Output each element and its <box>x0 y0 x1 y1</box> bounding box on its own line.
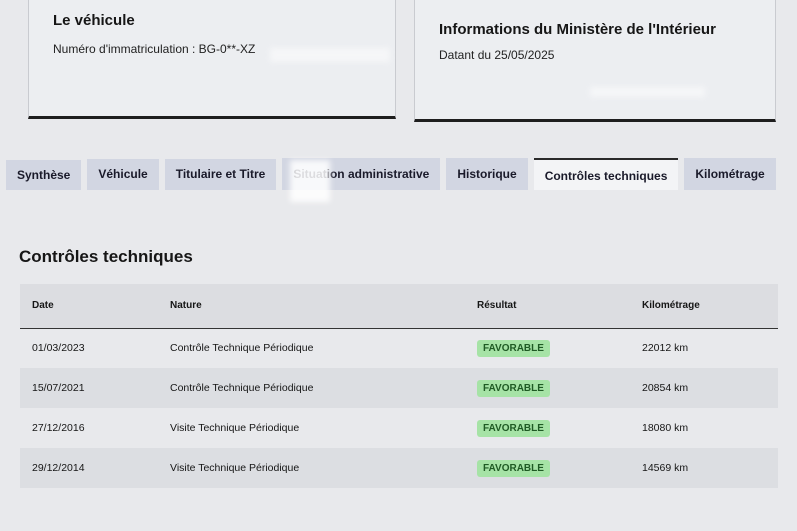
tab-controles-techniques[interactable]: Contrôles techniques <box>533 158 679 190</box>
result-badge: FAVORABLE <box>477 340 550 358</box>
tab-titulaire[interactable]: Titulaire et Titre <box>164 159 277 190</box>
table-row: 15/07/2021 Contrôle Technique Périodique… <box>20 368 778 408</box>
section-title: Contrôles techniques <box>19 247 193 266</box>
cell-nature: Contrôle Technique Périodique <box>170 342 314 355</box>
cell-nature: Contrôle Technique Périodique <box>170 368 477 408</box>
cell-mileage: 14569 km <box>642 448 778 488</box>
tab-kilometrage[interactable]: Kilométrage <box>684 158 776 190</box>
tab-synthese[interactable]: Synthèse <box>6 160 82 190</box>
cell-mileage: 18080 km <box>642 422 689 434</box>
cell-date: 27/12/2016 <box>32 422 85 434</box>
vehicle-card-title: Le véhicule <box>53 12 135 29</box>
column-header-mileage: Kilométrage <box>642 284 778 329</box>
ministry-date: Datant du 25/05/2025 <box>439 48 555 62</box>
result-badge: FAVORABLE <box>477 380 550 397</box>
result-badge: FAVORABLE <box>477 420 550 437</box>
cell-date: 15/07/2021 <box>20 368 170 408</box>
technical-controls-table: Date Nature Résultat Kilométrage 01/03/2… <box>20 284 778 488</box>
cell-nature: Visite Technique Périodique <box>170 448 477 488</box>
table-row: 27/12/2016 Visite Technique Périodique F… <box>20 408 778 448</box>
screen-glare <box>270 48 390 62</box>
ministry-card-title: Informations du Ministère de l'Intérieur <box>439 21 716 38</box>
table-row: 29/12/2014 Visite Technique Périodique F… <box>20 448 778 488</box>
cell-date: 29/12/2014 <box>20 448 170 488</box>
ministry-card: Informations du Ministère de l'Intérieur… <box>414 0 776 122</box>
cell-mileage: 22012 km <box>642 342 689 355</box>
column-header-date: Date <box>20 284 170 329</box>
cell-date: 01/03/2023 <box>32 342 85 355</box>
cell-nature: Visite Technique Périodique <box>170 422 300 434</box>
column-header-result: Résultat <box>477 284 642 329</box>
tab-vehicule[interactable]: Véhicule <box>87 159 159 190</box>
screen-glare <box>290 160 330 202</box>
cell-mileage: 20854 km <box>642 368 778 408</box>
tab-historique[interactable]: Historique <box>446 158 528 190</box>
screen-glare <box>590 87 705 97</box>
plate-number: Numéro d'immatriculation : BG-0**-XZ <box>53 42 256 56</box>
tab-bar: Synthèse Véhicule Titulaire et Titre Sit… <box>6 158 776 190</box>
column-header-nature: Nature <box>170 284 477 329</box>
result-badge: FAVORABLE <box>477 460 550 477</box>
table-row: 01/03/2023 Contrôle Technique Périodique… <box>20 328 778 368</box>
